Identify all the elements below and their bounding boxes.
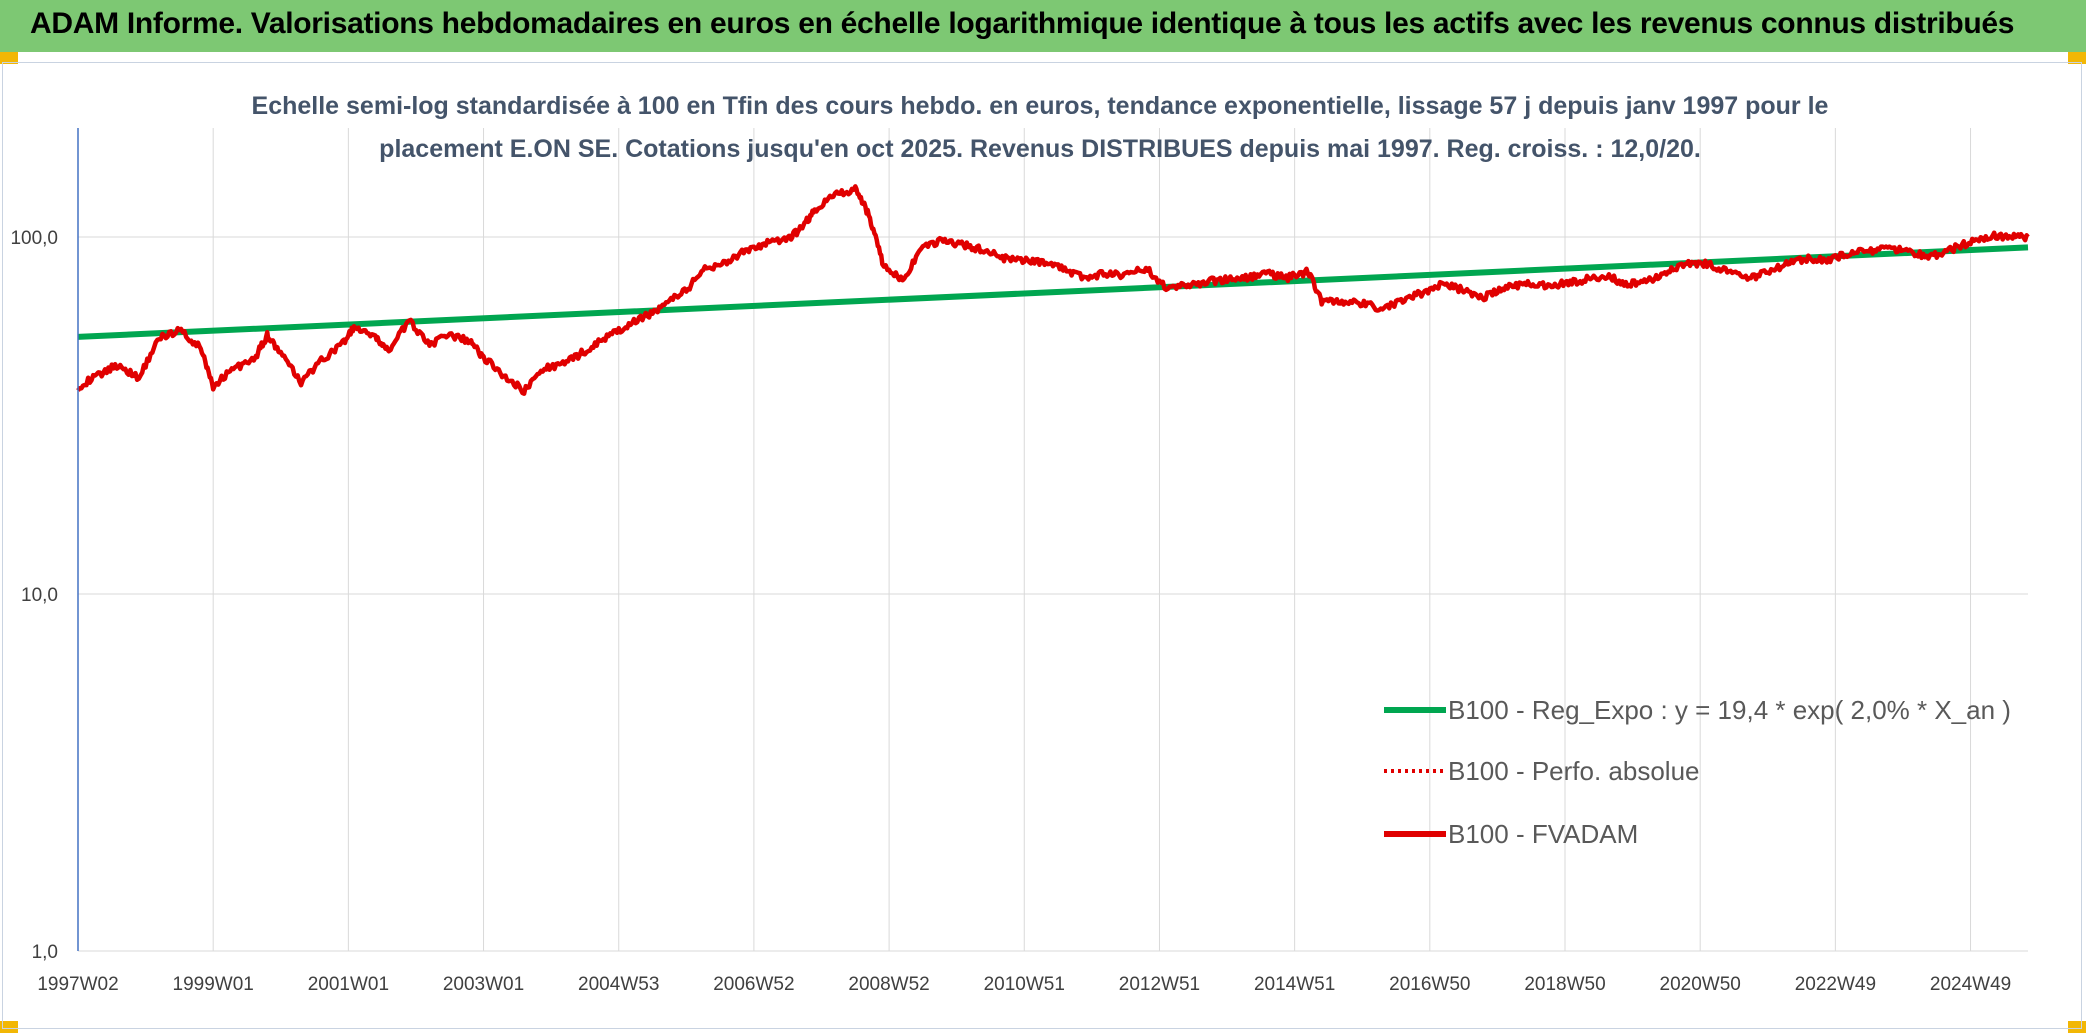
x-tick-label: 1999W01 — [173, 974, 254, 995]
corner-marker-top-right — [2068, 52, 2086, 64]
x-tick-label: 2014W51 — [1254, 974, 1335, 995]
y-tick-label: 10,0 — [21, 585, 58, 606]
series-line-fvadam — [76, 184, 2030, 396]
grid — [77, 128, 2028, 952]
x-tick-label: 2010W51 — [984, 974, 1065, 995]
y-axis-ticks: 1,0 10,0 100,0 — [10, 228, 58, 963]
y-tick-label: 1,0 — [32, 942, 58, 963]
x-tick-label: 2022W49 — [1795, 974, 1876, 995]
legend-label-reg-expo: B100 - Reg_Expo : y = 19,4 * exp( 2,0% *… — [1448, 695, 2011, 725]
header-banner: ADAM Informe. Valorisations hebdomadaire… — [0, 0, 2086, 52]
x-axis-ticks: 1997W02 1999W01 2001W01 2003W01 2004W53 2006W… — [37, 974, 2011, 995]
corner-marker-bottom-left — [0, 1021, 18, 1033]
legend: B100 - Reg_Expo : y = 19,4 * exp( 2,0% *… — [1384, 695, 2011, 849]
legend-label-perfo-absolue: B100 - Perfo. absolue — [1448, 756, 1700, 786]
legend-label-fvadam: B100 - FVADAM — [1448, 819, 1638, 849]
x-tick-label: 2001W01 — [308, 974, 389, 995]
x-tick-label: 2003W01 — [443, 974, 524, 995]
y-tick-label: 100,0 — [10, 228, 58, 249]
x-tick-label: 2004W53 — [578, 974, 659, 995]
x-tick-label: 2024W49 — [1930, 974, 2011, 995]
x-tick-label: 2020W50 — [1660, 974, 1741, 995]
chart-subtitle-line-1: Echelle semi-log standardisée à 100 en T… — [252, 92, 1829, 120]
x-tick-label: 2008W52 — [848, 974, 929, 995]
x-tick-label: 2018W50 — [1524, 974, 1605, 995]
chart-subtitle-line-2: placement E.ON SE. Cotations jusqu'en oc… — [379, 135, 1701, 163]
x-tick-label: 2016W50 — [1389, 974, 1470, 995]
report-title: ADAM Informe. Valorisations hebdomadaire… — [30, 7, 2015, 40]
corner-marker-top-left — [0, 52, 18, 64]
series-line-reg-expo — [77, 244, 2029, 340]
series-layer — [76, 184, 2030, 396]
x-tick-label: 2012W51 — [1119, 974, 1200, 995]
chart-frame — [2, 62, 2082, 1029]
x-tick-label: 2006W52 — [713, 974, 794, 995]
x-tick-label: 1997W02 — [37, 974, 118, 995]
